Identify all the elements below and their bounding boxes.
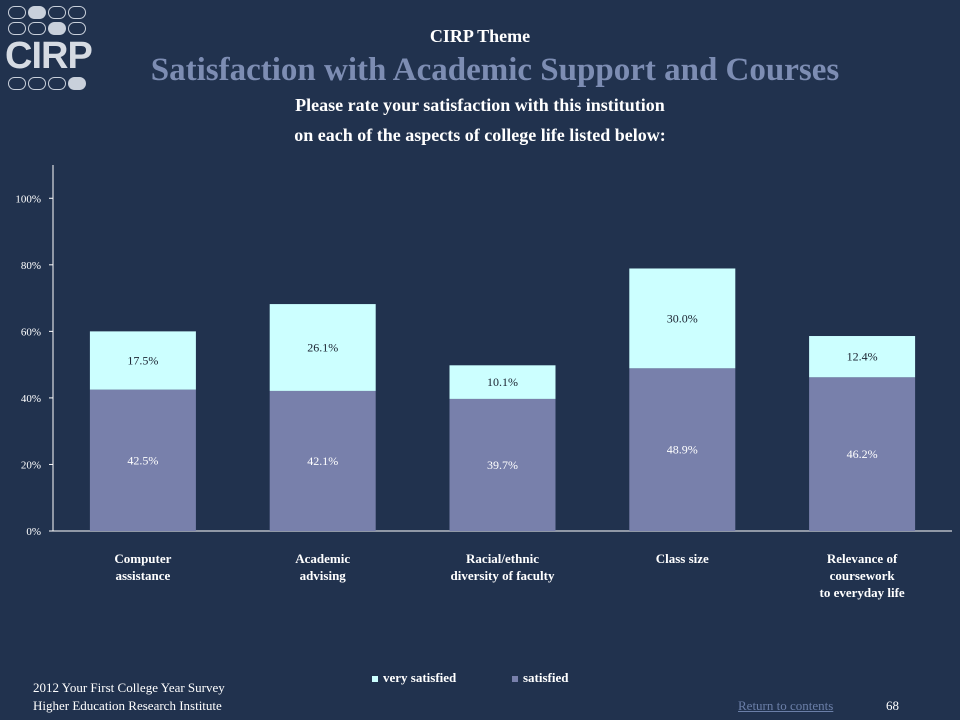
x-tick-label-line: to everyday life [819,585,905,600]
x-tick-label-line: Computer [114,551,172,566]
x-tick-label-line: Class size [655,551,709,566]
logo-text: CIRP [5,35,93,77]
cirp-logo: CIRP [2,2,94,94]
legend-label-very-satisfied: very satisfied [383,670,457,685]
y-tick-label: 20% [21,459,41,471]
footer-institute: Higher Education Research Institute [33,698,222,713]
data-label-very-satisfied: 10.1% [487,375,518,389]
legend-item-satisfied: satisfied [512,670,569,686]
legend-label-satisfied: satisfied [523,670,569,685]
footer-survey: 2012 Your First College Year Survey [33,680,225,695]
x-tick-label-line: advising [299,568,346,583]
data-label-satisfied: 42.5% [127,453,158,467]
legend-item-very-satisfied: very satisfied [372,670,456,686]
x-tick-label: Class size [607,550,757,567]
x-tick-label: Racial/ethnic diversity of faculty [428,550,578,584]
x-tick-label-line: assistance [115,568,171,583]
bar-very-satisfied [449,365,556,399]
data-label-very-satisfied: 26.1% [307,341,338,355]
y-tick-label: 80% [21,260,41,272]
bar-satisfied [269,390,376,531]
data-label-very-satisfied: 17.5% [127,353,158,367]
return-to-contents-link[interactable]: Return to contents [738,698,834,713]
bar-satisfied [809,377,916,531]
page-number: 68 [886,698,899,713]
y-tick-label: 100% [15,193,41,205]
question-line-2: on each of the aspects of college life l… [294,125,666,145]
legend-swatch-satisfied [512,676,518,683]
y-tick-label: 40% [21,393,41,405]
data-label-satisfied: 46.2% [847,447,878,461]
x-tick-label: Computer assistance [68,550,218,584]
bar-satisfied [449,398,556,531]
data-label-satisfied: 42.1% [307,454,338,468]
page-title: Satisfaction with Academic Support and C… [150,52,840,88]
data-label-very-satisfied: 30.0% [667,311,698,325]
data-label-satisfied: 39.7% [487,458,518,472]
x-tick-label-line: coursework [829,568,895,583]
bar-very-satisfied [269,304,376,391]
x-tick-label-line: Relevance of [826,551,898,566]
y-tick-label: 0% [26,526,41,538]
bar-very-satisfied [89,331,196,390]
stacked-bar-chart: 0% 20% 40% 60% 80% 100% 42.5% 17.5% 42.1% 26.1% 39… [15,165,952,538]
bar-very-satisfied [809,336,916,378]
theme-label: CIRP Theme [429,26,531,46]
x-tick-label-line: Academic [295,551,351,566]
bar-satisfied [89,389,196,531]
x-tick-label: Relevance of coursework to everyday life [787,550,937,601]
question-line-1: Please rate your satisfaction with this … [295,95,665,115]
x-tick-label: Academic advising [248,550,398,584]
data-label-satisfied: 48.9% [667,443,698,457]
bar-satisfied [629,368,736,531]
bar-very-satisfied [629,268,736,369]
x-tick-label-line: Racial/ethnic [466,551,539,566]
y-tick-label: 60% [21,326,41,338]
data-label-very-satisfied: 12.4% [847,350,878,364]
legend-swatch-very-satisfied [372,676,378,683]
x-tick-label-line: diversity of faculty [450,568,555,583]
